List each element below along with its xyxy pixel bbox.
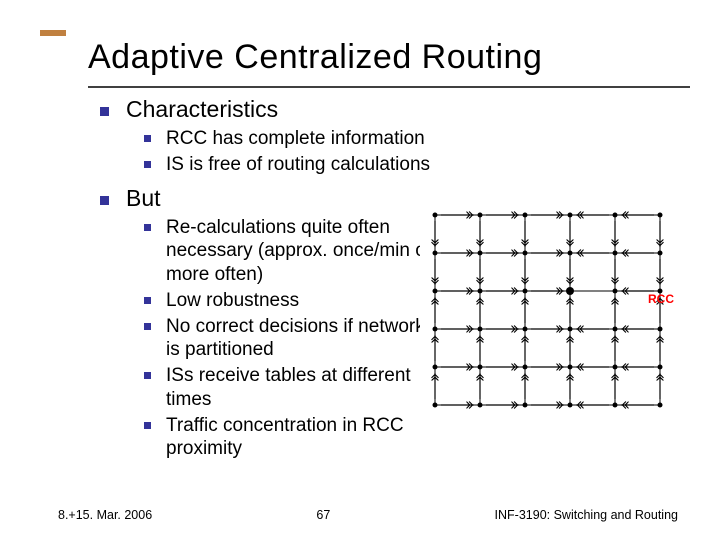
network-diagram: RCC [420,200,700,435]
footer-date: 8.+15. Mar. 2006 [58,508,152,522]
list-item: Re-calculations quite often necessary (a… [144,216,434,287]
section-label: Characteristics [126,96,278,122]
slide: Adaptive Centralized Routing Characteris… [0,0,720,540]
footer-page: 67 [316,508,330,522]
accent-bar [40,30,66,36]
rcc-label: RCC [648,292,674,306]
list-item: Traffic concentration in RCC proximity [144,414,434,462]
list-item: Low robustness [144,289,434,313]
network-svg [420,200,700,435]
section-label: But [126,185,161,211]
list-item: RCC has complete information [144,127,680,151]
list-item: IS is free of routing calculations [144,153,680,177]
title-underline [88,86,690,88]
list-item: No correct decisions if network is parti… [144,315,434,363]
footer-course: INF-3190: Switching and Routing [495,508,678,522]
footer: 8.+15. Mar. 2006 67 INF-3190: Switching … [58,508,678,522]
list-item: ISs receive tables at different times [144,364,434,412]
section-characteristics: Characteristics RCC has complete informa… [100,96,680,177]
slide-title: Adaptive Centralized Routing [88,38,542,77]
